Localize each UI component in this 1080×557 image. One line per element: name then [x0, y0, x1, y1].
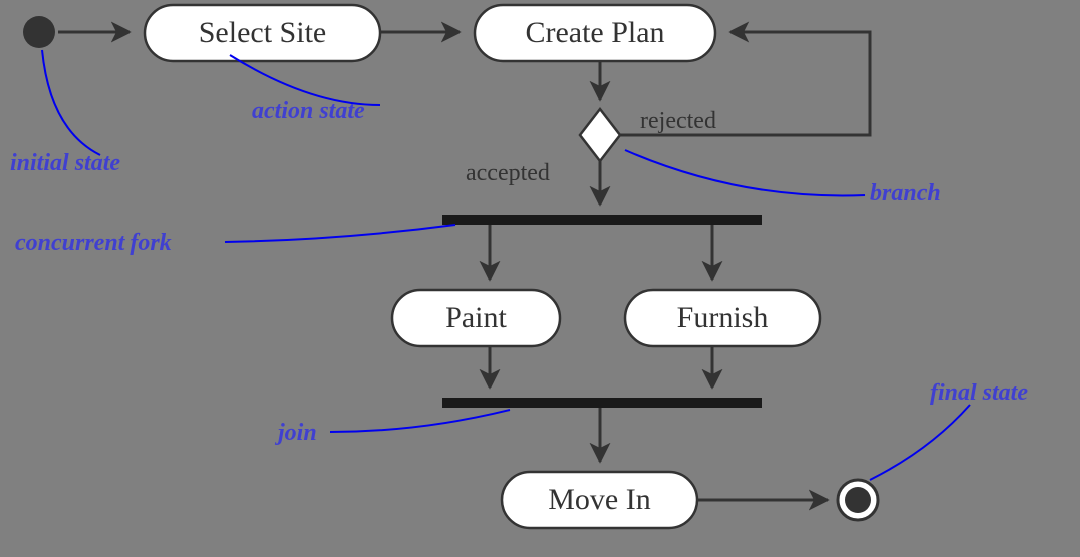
annot-line-a-branch [625, 150, 865, 195]
node-furnish: Furnish [625, 290, 820, 346]
decision-diamond [580, 109, 620, 161]
fork-bar [442, 215, 762, 225]
node-label-paint: Paint [445, 301, 507, 334]
annot-text-a-join: join [274, 420, 317, 446]
edges-layer [58, 32, 870, 500]
join-bar [442, 398, 762, 408]
node-label-furnish: Furnish [677, 301, 769, 334]
edge-label-e-rejected: rejected [640, 108, 716, 134]
initial-state [23, 16, 55, 48]
node-create: Create Plan [475, 5, 715, 61]
edge-label-e-accepted: accepted [466, 160, 550, 186]
annot-line-a-join [330, 410, 510, 432]
node-paint: Paint [392, 290, 560, 346]
node-select: Select Site [145, 5, 380, 61]
annot-line-a-fork [225, 225, 455, 242]
node-movein: Move In [502, 472, 697, 528]
annot-line-a-final [870, 405, 970, 480]
node-label-select: Select Site [199, 16, 326, 49]
annot-text-a-action: action state [252, 98, 365, 124]
annot-text-a-branch: branch [870, 180, 941, 206]
annot-text-a-initial: initial state [10, 150, 120, 176]
annotations-layer: initial state action state branch concurren… [10, 50, 1028, 480]
node-label-create: Create Plan [525, 16, 664, 49]
annot-line-a-initial [42, 50, 100, 155]
annot-text-a-fork: concurrent fork [15, 230, 172, 256]
final-state [838, 480, 878, 520]
node-label-movein: Move In [548, 483, 650, 516]
nodes-layer: Select Site Create Plan Paint Furnish Move I… [145, 5, 820, 528]
annot-text-a-final: final state [930, 380, 1028, 406]
